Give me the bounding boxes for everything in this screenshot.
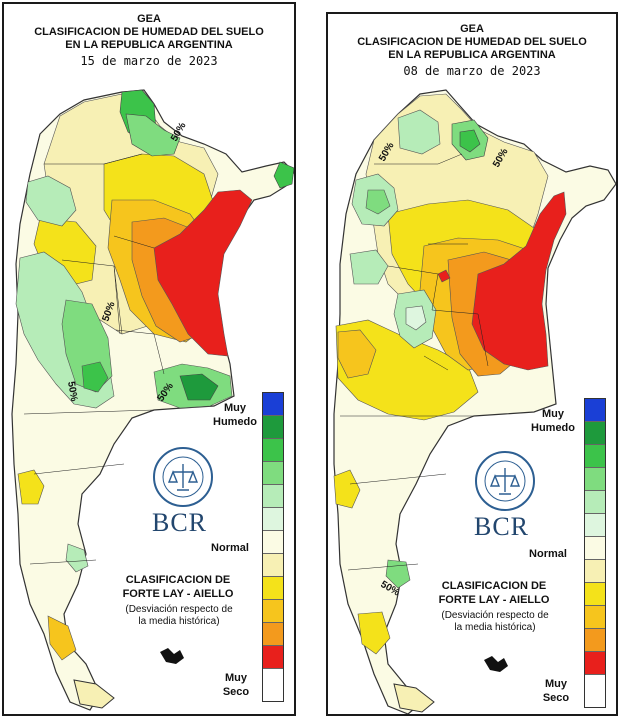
legend-bottom-label-1: Muy bbox=[545, 678, 567, 690]
legend-swatch-5 bbox=[585, 514, 605, 537]
region-red bbox=[471, 191, 567, 371]
legend-swatch-0 bbox=[585, 399, 605, 422]
org-title: GEA bbox=[137, 13, 161, 25]
classification-note2: la media histórica) bbox=[454, 622, 536, 633]
map-date: 08 de marzo de 2023 bbox=[403, 64, 541, 78]
legend-color-scale bbox=[262, 392, 284, 702]
region-green-patagonia bbox=[65, 543, 89, 573]
classification-line1: CLASIFICACION DE bbox=[441, 580, 547, 592]
region-green-se-dark bbox=[179, 373, 219, 401]
legend-swatch-7 bbox=[263, 554, 283, 577]
legend-mid-label: Normal bbox=[529, 548, 567, 560]
region-yellow-south2 bbox=[357, 611, 391, 655]
region-green-nw-2 bbox=[349, 249, 389, 285]
legend-swatch-8 bbox=[585, 583, 605, 606]
province-borders bbox=[23, 153, 165, 565]
legend-swatch-2 bbox=[585, 445, 605, 468]
legend-swatch-6 bbox=[585, 537, 605, 560]
legend-top-label-2: Humedo bbox=[213, 416, 257, 428]
legend-swatch-3 bbox=[585, 468, 605, 491]
legend-swatch-10 bbox=[585, 629, 605, 652]
legend-bottom-label-2: Seco bbox=[222, 686, 250, 698]
map-date: 15 de marzo de 2023 bbox=[80, 54, 218, 68]
legend-swatch-2 bbox=[263, 439, 283, 462]
legend-mid-label: Normal bbox=[211, 542, 249, 554]
province-borders bbox=[340, 153, 489, 571]
soil-moisture-map-panel-left: GEA CLASIFICACION DE HUMEDAD DEL SUELO E… bbox=[2, 2, 296, 716]
region-yellow-south2 bbox=[47, 615, 77, 661]
legend-swatch-5 bbox=[263, 508, 283, 531]
bcr-logo-text: BCR bbox=[152, 508, 208, 537]
region-green-n-pale bbox=[397, 109, 441, 155]
legend-top-label-1: Muy bbox=[224, 402, 246, 414]
classification-line1: CLASIFICACION DE bbox=[125, 574, 231, 586]
org-title: GEA bbox=[460, 23, 484, 35]
region-green-misiones bbox=[273, 161, 294, 189]
region-yellow-south bbox=[333, 469, 361, 509]
legend-color-scale bbox=[584, 398, 606, 708]
map-title-line1: CLASIFICACION DE HUMEDAD DEL SUELO bbox=[357, 36, 587, 48]
region-green-n-light bbox=[125, 113, 181, 157]
legend-swatch-8 bbox=[263, 577, 283, 600]
classification-note1: (Desviación respecto de bbox=[125, 604, 233, 615]
legend-swatch-9 bbox=[263, 600, 283, 623]
region-orange-west bbox=[337, 329, 377, 379]
legend-swatch-7 bbox=[585, 560, 605, 583]
legend-bottom-label-2: Seco bbox=[542, 692, 570, 704]
malvinas-islands bbox=[484, 656, 508, 672]
region-green-nw bbox=[25, 175, 77, 227]
region-red-dot bbox=[437, 269, 451, 283]
tierra-del-fuego bbox=[73, 679, 115, 709]
legend-swatch-11 bbox=[263, 646, 283, 669]
argentina-moisture-map: 50% 50% 50% bbox=[333, 89, 616, 714]
region-green-patagonia bbox=[385, 559, 411, 589]
legend-top-label-2: Humedo bbox=[531, 422, 575, 434]
map-title-line2: EN LA REPUBLICA ARGENTINA bbox=[65, 39, 233, 51]
classification-line2: FORTE LAY - AIELLO bbox=[122, 588, 234, 600]
legend-swatch-1 bbox=[263, 416, 283, 439]
tierra-del-fuego bbox=[393, 683, 435, 713]
legend-swatch-11 bbox=[585, 652, 605, 675]
legend-swatch-1 bbox=[585, 422, 605, 445]
legend-swatch-4 bbox=[585, 491, 605, 514]
map-title-line2: EN LA REPUBLICA ARGENTINA bbox=[388, 49, 556, 61]
legend-bottom-label-1: Muy bbox=[225, 672, 247, 684]
region-green-west-dark bbox=[81, 361, 109, 393]
map-title-line1: CLASIFICACION DE HUMEDAD DEL SUELO bbox=[34, 26, 264, 38]
region-red bbox=[153, 189, 253, 357]
classification-note2: la media histórica) bbox=[138, 616, 220, 627]
soil-moisture-map-panel-right: GEA CLASIFICACION DE HUMEDAD DEL SUELO E… bbox=[326, 12, 618, 716]
contour-label-50-west: 50% bbox=[65, 381, 79, 403]
region-green-cuyo-dark bbox=[405, 305, 427, 331]
malvinas-islands bbox=[160, 648, 184, 664]
argentina-moisture-map: 50% 50% 50% 50% bbox=[11, 89, 294, 711]
legend-swatch-9 bbox=[585, 606, 605, 629]
bcr-seal-logo bbox=[153, 447, 213, 507]
legend-swatch-0 bbox=[263, 393, 283, 416]
region-green-n-dark bbox=[459, 129, 481, 153]
bcr-seal-logo bbox=[475, 451, 535, 511]
legend-swatch-3 bbox=[263, 462, 283, 485]
classification-line2: FORTE LAY - AIELLO bbox=[438, 594, 550, 606]
legend-swatch-4 bbox=[263, 485, 283, 508]
legend-swatch-6 bbox=[263, 531, 283, 554]
region-yellow-south bbox=[17, 469, 45, 505]
region-green-nw-dark bbox=[365, 189, 391, 215]
legend-top-label-1: Muy bbox=[542, 408, 564, 420]
legend-swatch-10 bbox=[263, 623, 283, 646]
classification-note1: (Desviación respecto de bbox=[441, 610, 549, 621]
bcr-logo-text: BCR bbox=[474, 512, 530, 541]
